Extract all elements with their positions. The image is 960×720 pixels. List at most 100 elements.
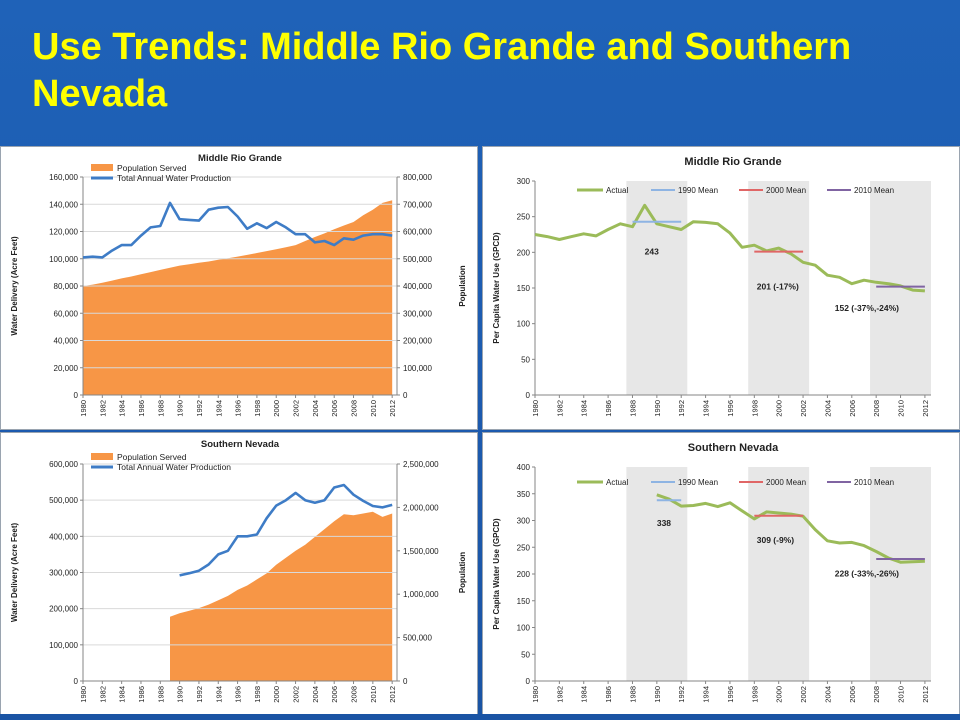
y-tick-label: 100,000 (49, 255, 78, 264)
x-tick-label: 1986 (137, 400, 146, 417)
y2-tick-label: 700,000 (403, 200, 432, 209)
y-tick-label: 400,000 (49, 532, 78, 541)
chart-title: Middle Rio Grande (198, 153, 282, 164)
y-tick-label: 400 (517, 463, 531, 472)
decade-shading (626, 467, 688, 681)
y2-tick-label: 800,000 (403, 173, 432, 182)
x-tick-label: 1994 (702, 686, 711, 703)
y-axis-title: Per Capita Water Use (GPCD) (492, 232, 501, 344)
legend-label: Actual (606, 186, 628, 195)
chart-panel-mrg-gpcd: Middle Rio Grande 0 50 100 150 200 250 300 1980 1… (482, 146, 960, 430)
y2-axis-title: Population (458, 265, 467, 306)
x-tick-label: 2004 (311, 686, 320, 703)
x-tick-label: 1990 (653, 686, 662, 703)
x-tick-label: 2002 (292, 686, 301, 703)
value-annotation: 228 (-33%,-26%) (835, 569, 899, 579)
legend-swatch-population (91, 453, 113, 460)
x-tick-label: 1982 (98, 400, 107, 417)
x-tick-label: 1992 (677, 400, 686, 417)
x-tick-label: 1986 (604, 400, 613, 417)
chart-mrg-delivery: Middle Rio Grande 0 20,000 40,000 60,000 80,0… (10, 153, 467, 417)
y2-tick-label: 0 (403, 391, 408, 400)
chart-panel-mrg-delivery: Middle Rio Grande 0 20,000 40,000 60,000 80,0… (0, 146, 478, 430)
chart-panel-sn-delivery: Southern Nevada 0 100,000 200,000 300,000 400… (0, 432, 478, 716)
x-tick-label: 2000 (272, 400, 281, 417)
x-tick-label: 1980 (531, 400, 540, 417)
y2-tick-label: 500,000 (403, 634, 432, 643)
x-tick-label: 2006 (848, 400, 857, 417)
y-tick-label: 350 (517, 490, 531, 499)
y-tick-label: 600,000 (49, 460, 78, 469)
y2-tick-label: 2,500,000 (403, 460, 439, 469)
production-line (179, 483, 393, 577)
y-tick-label: 300,000 (49, 569, 78, 578)
y2-tick-label: 400,000 (403, 282, 432, 291)
x-tick-label: 1996 (726, 400, 735, 417)
y-tick-label: 80,000 (54, 282, 79, 291)
slide-title: Use Trends: Middle Rio Grande and Southe… (32, 26, 852, 115)
x-tick-label: 1992 (195, 686, 204, 703)
x-tick-label: 2010 (369, 686, 378, 703)
legend-label-population: Population Served (117, 452, 187, 462)
y-tick-label: 500,000 (49, 496, 78, 505)
x-tick-label: 1982 (98, 686, 107, 703)
value-annotation: 243 (645, 246, 659, 256)
y-axis-title: Per Capita Water Use (GPCD) (492, 518, 501, 630)
y-tick-label: 0 (526, 391, 531, 400)
x-tick-label: 2000 (775, 400, 784, 417)
x-tick-label: 1990 (653, 400, 662, 417)
population-area (83, 200, 393, 395)
population-area (170, 511, 393, 681)
y-tick-label: 50 (521, 355, 530, 364)
legend-label-population: Population Served (117, 163, 187, 173)
x-tick-label: 1984 (580, 400, 589, 417)
x-tick-label: 1996 (726, 686, 735, 703)
value-annotation: 309 (-9%) (757, 535, 794, 545)
y-tick-label: 300 (517, 177, 531, 186)
x-tick-label: 2006 (330, 686, 339, 703)
x-tick-label: 1982 (555, 400, 564, 417)
legend-label: 1990 Mean (678, 186, 718, 195)
x-tick-label: 1996 (234, 686, 243, 703)
x-tick-label: 1998 (750, 400, 759, 417)
x-tick-label: 1984 (580, 686, 589, 703)
y2-tick-label: 200,000 (403, 337, 432, 346)
decade-shading (626, 181, 688, 395)
decade-shading (748, 467, 810, 681)
y2-tick-label: 1,500,000 (403, 547, 439, 556)
chart-title: Southern Nevada (688, 442, 779, 454)
x-tick-label: 1984 (118, 686, 127, 703)
x-tick-label: 2012 (388, 400, 397, 417)
x-tick-label: 2004 (823, 400, 832, 417)
x-tick-label: 2008 (350, 686, 359, 703)
chart-title: Southern Nevada (201, 439, 280, 450)
x-tick-label: 2004 (311, 400, 320, 417)
actual-gpcd-line (656, 493, 925, 564)
x-tick-label: 2008 (350, 400, 359, 417)
value-annotation: 338 (657, 518, 671, 528)
x-tick-label: 2002 (799, 400, 808, 417)
y-tick-label: 150 (517, 597, 531, 606)
y-tick-label: 20,000 (54, 364, 79, 373)
legend-label: 2010 Mean (854, 478, 894, 487)
x-tick-label: 1998 (750, 686, 759, 703)
y2-tick-label: 2,000,000 (403, 503, 439, 512)
x-tick-label: 2012 (921, 686, 930, 703)
x-tick-label: 2010 (897, 400, 906, 417)
x-tick-label: 1980 (79, 686, 88, 703)
y-tick-label: 160,000 (49, 173, 78, 182)
bottom-strip (0, 714, 960, 720)
x-tick-label: 2004 (823, 686, 832, 703)
x-tick-label: 1980 (531, 686, 540, 703)
legend-label-production: Total Annual Water Production (117, 462, 231, 472)
y2-tick-label: 500,000 (403, 255, 432, 264)
legend-swatch-population (91, 164, 113, 171)
x-tick-label: 1982 (555, 686, 564, 703)
y-tick-label: 150 (517, 284, 531, 293)
y-axis-title: Water Delivery (Acre Feet) (10, 523, 19, 623)
chart-sn-delivery: Southern Nevada 0 100,000 200,000 300,000 400… (10, 439, 467, 703)
x-tick-label: 1998 (253, 686, 262, 703)
x-tick-label: 1988 (156, 400, 165, 417)
x-tick-label: 1988 (628, 400, 637, 417)
x-tick-label: 1990 (176, 686, 185, 703)
